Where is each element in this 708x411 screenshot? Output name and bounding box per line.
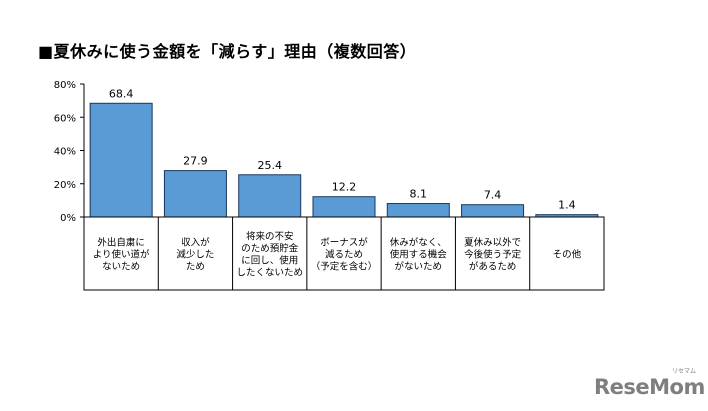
category-label-line: ボーナスが: [320, 237, 368, 249]
category-label-line: 減るため: [325, 249, 363, 261]
category-label-line: 減少した: [176, 249, 214, 261]
data-label: 68.4: [109, 87, 134, 100]
data-label: 12.2: [332, 181, 357, 194]
y-tick-label: 80%: [54, 80, 76, 91]
category-label-line: に回し、使用: [241, 255, 298, 267]
category-label-line: （予定を含む）: [311, 261, 378, 273]
data-label: 25.4: [257, 159, 282, 172]
category-label: ボーナスが減るため（予定を含む）: [311, 237, 378, 273]
bar: [238, 174, 302, 218]
y-tick-label: 0%: [60, 213, 76, 224]
category-label-line: 今後使う予定: [464, 249, 522, 261]
category-label-line: より使い道が: [93, 249, 150, 261]
category-label: その他: [553, 249, 582, 261]
logo-ruby: リセマム: [672, 368, 697, 375]
chart-title: ■夏休みに使う金額を「減らす」理由（複数回答）: [38, 42, 417, 61]
category-label-line: があるため: [469, 261, 517, 273]
bar: [89, 102, 153, 218]
y-axis: 0% 20% 40% 60% 80%: [54, 80, 85, 224]
category-label-line: がないため: [395, 261, 443, 273]
category-label: 将来の不安のため預貯金に回し、使用したくないため: [236, 231, 303, 279]
category-label-line: 夏休み以外で: [464, 237, 521, 249]
category-label-line: したくないため: [236, 268, 303, 279]
category-label-line: ため: [186, 262, 205, 273]
category-table: 外出自粛により使い道がないため収入が減少したため将来の不安のため預貯金に回し、使…: [83, 216, 605, 291]
y-tick-label: 20%: [54, 180, 76, 191]
category-label-line: 休みがなく、: [390, 237, 447, 249]
bars: [89, 102, 599, 218]
data-label: 1.4: [558, 199, 576, 212]
category-label: 収入が減少したため: [176, 237, 214, 273]
category-label: 外出自粛により使い道がないため: [93, 237, 150, 273]
data-label: 27.9: [183, 155, 208, 168]
resemom-logo: ReseMom リセマム: [594, 368, 705, 399]
bar: [386, 203, 450, 218]
data-label: 8.1: [410, 188, 428, 201]
category-label-line: その他: [553, 249, 582, 261]
bar: [163, 170, 227, 218]
y-tick-label: 60%: [54, 113, 76, 124]
category-label-line: 将来の不安: [246, 231, 294, 243]
category-label-line: ないため: [102, 262, 140, 273]
category-label: 夏休み以外で今後使う予定があるため: [464, 237, 522, 273]
category-table-frame: [83, 216, 605, 291]
bar: [312, 196, 376, 218]
logo-text: ReseMom: [594, 375, 705, 399]
data-labels: 68.4 27.9 25.4 12.2 8.1 7.4 1.4: [109, 87, 576, 211]
category-label-line: 収入が: [181, 237, 210, 249]
bar: [461, 204, 525, 218]
category-label-line: 外出自粛に: [97, 237, 145, 249]
y-tick-label: 40%: [54, 147, 76, 158]
category-label-line: 使用する機会: [390, 249, 448, 261]
category-label: 休みがなく、使用する機会がないため: [390, 237, 448, 273]
category-label-line: のため預貯金: [241, 243, 299, 255]
data-label: 7.4: [484, 189, 502, 202]
